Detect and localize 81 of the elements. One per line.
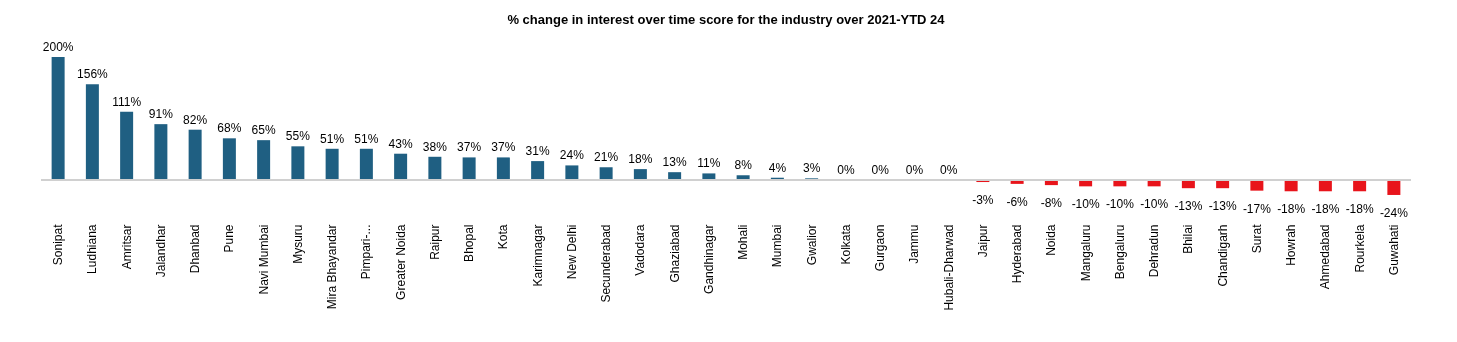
data-label: 0% [837,163,855,178]
data-label: -13% [1208,199,1237,214]
x-tick-label: Raipur [427,224,442,260]
chart-title: % change in interest over time score for the industry over 2021-YTD 24 [507,12,946,28]
data-label: -18% [1345,202,1374,217]
data-label: 13% [662,155,687,170]
data-label: 4% [768,160,787,175]
data-label: 8% [734,158,753,173]
data-label: 11% [697,156,721,171]
data-label: 51% [354,131,379,146]
data-label: 82% [183,112,208,127]
data-label: -18% [1311,202,1340,217]
x-tick-label: New Delhi [564,224,579,280]
data-label: 91% [148,107,174,122]
data-label: 31% [525,144,550,159]
x-tick-label: Jammu [907,224,922,264]
x-tick-label: Vadodara [633,224,648,276]
data-label: -10% [1105,197,1135,212]
x-tick-label: Hyderabad [1010,224,1025,284]
x-tick-label: Bhopal [462,224,477,262]
data-label: 68% [217,121,242,136]
x-tick-label: Jalandhar [153,224,168,278]
data-label: 55% [285,129,311,144]
data-label: 3% [802,161,821,176]
x-tick-label: Ludhiana [85,224,100,274]
x-tick-label: Surat [1249,223,1264,254]
data-label: -6% [1006,194,1029,209]
x-tick-label: Pune [222,224,237,253]
data-label: 37% [457,140,482,155]
data-label: 65% [251,123,276,138]
x-tick-label: Howrah [1284,224,1299,266]
data-label: 24% [559,148,585,163]
data-label: 38% [422,139,448,154]
data-label: 200% [42,40,74,55]
x-tick-label: Dhanbad [188,224,203,274]
x-tick-label: Rourkela [1352,224,1367,273]
x-tick-label: Secunderabad [599,224,614,303]
x-tick-label: Mysuru [290,224,305,264]
x-tick-label: Sonipat [51,223,66,266]
x-tick-label: Mohali [736,224,751,260]
x-tick-label: Pimpari-... [359,224,374,280]
data-label: -8% [1040,196,1063,211]
x-tick-label: Mumbai [770,224,785,268]
data-label: 0% [939,163,958,178]
data-label: -18% [1277,202,1306,217]
x-tick-label: Karimnagar [530,224,545,287]
x-tick-label: Ghaziabad [667,224,682,283]
x-tick-label: Ahmedabad [1318,224,1333,290]
x-tick-label: Kota [496,224,511,250]
x-tick-label: Gurgaon [873,224,888,272]
x-tick-label: Mangaluru [1078,224,1093,282]
data-label: 156% [77,67,109,82]
data-label: -3% [972,193,994,208]
x-tick-label: Chandigarh [1215,224,1230,287]
x-tick-label: Mira Bhayandar [325,224,340,310]
data-label: 0% [905,163,924,178]
data-label: 37% [491,140,516,155]
data-label: -17% [1242,201,1272,216]
x-tick-label: Bhilai [1181,224,1196,254]
data-label: 21% [594,150,619,165]
x-tick-label: Guwahati [1386,224,1401,276]
x-tick-label: Navi Mumbai [256,224,271,295]
x-tick-label: Gwalior [804,224,819,266]
x-tick-label: Kolkata [838,224,853,265]
data-label: -13% [1174,199,1203,214]
data-label: -10% [1140,197,1169,212]
x-tick-label: Hubali-Dharwad [941,224,956,311]
x-tick-label: Gandhinagar [701,224,716,294]
data-label: 43% [388,136,413,151]
x-tick-label: Amritsar [119,224,134,270]
data-label: -24% [1379,205,1409,220]
x-tick-label: Greater Noida [393,224,408,300]
data-label: 18% [628,152,653,167]
x-tick-label: Bengaluru [1112,224,1127,280]
data-label: 0% [871,163,890,178]
data-label: -10% [1071,197,1100,212]
x-tick-label: Jaipur [975,224,990,258]
data-label: 111% [112,94,142,109]
x-tick-label: Noida [1044,224,1059,256]
x-tick-label: Dehradun [1147,224,1162,278]
data-label: 51% [320,131,345,146]
